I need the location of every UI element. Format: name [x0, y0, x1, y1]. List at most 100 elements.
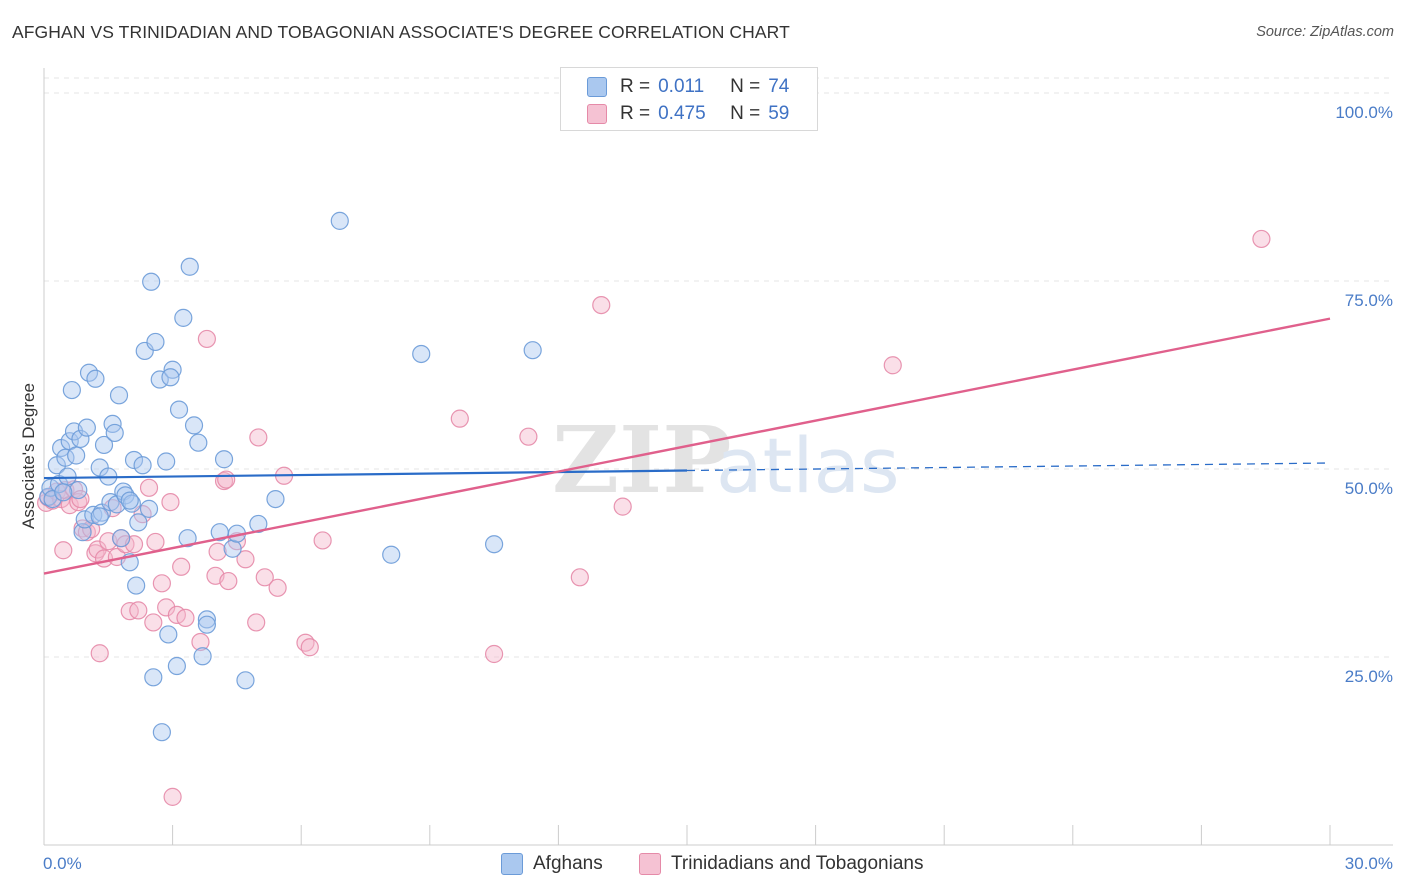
chart-title: AFGHAN VS TRINIDADIAN AND TOBAGONIAN ASS… [12, 22, 790, 42]
afghan-point [152, 723, 171, 742]
y-axis-label: Associate's Degree [19, 383, 38, 529]
afghan-point [139, 499, 159, 518]
trinidadian-point [191, 632, 210, 652]
trinidadian-point [613, 497, 632, 516]
trinidadian-point [313, 531, 332, 550]
afghan-point [105, 423, 124, 443]
trinidadian-point [129, 601, 148, 620]
afghans-swatch [587, 77, 607, 97]
trinidadian-point [172, 557, 191, 576]
afghan-point [197, 610, 216, 629]
afghan-point [90, 507, 109, 526]
watermark-atlas: atlas [716, 421, 900, 510]
trinidadian-point [146, 532, 165, 552]
trinidadian-point [300, 638, 319, 657]
x-tick-label-max: 30.0% [1345, 854, 1393, 873]
afghan-point [120, 491, 139, 510]
afghan-point [184, 416, 204, 435]
trinidadians-legend-label: Trinidadians and Tobagonians [671, 853, 924, 874]
trinidadian-point [268, 578, 287, 597]
afghan-point [159, 625, 178, 644]
afghan-point [523, 341, 542, 360]
axes [43, 68, 1393, 846]
afghan-point [62, 380, 81, 400]
afghan-point [163, 360, 182, 379]
afghans-legend-swatch [501, 853, 523, 875]
afghan-points [39, 211, 542, 742]
afghan-point [189, 433, 208, 452]
trinidadian-points [37, 229, 1271, 806]
y-tick-label: 50.0% [1345, 479, 1393, 498]
afghan-point [127, 576, 146, 595]
trinidadian-point [249, 428, 268, 447]
afghan-point [178, 529, 197, 548]
afghan-point [412, 344, 431, 364]
afghan-point [71, 429, 90, 449]
trinidadian-point [485, 644, 504, 664]
stats-legend: R = 0.011 N = 74 R = 0.475 N = 59 [560, 67, 818, 131]
afghan-point [129, 513, 148, 532]
afghan-point [56, 448, 75, 467]
afghan-point [485, 535, 504, 554]
legend-row-afghans: R = 0.011 N = 74 [587, 75, 789, 99]
bottom-legend-trinidadians: Trinidadians and Tobagonians [639, 851, 923, 877]
trend-lines [43, 317, 1331, 575]
trinidadian-point [450, 409, 469, 428]
x-axis-ticks [172, 825, 1331, 845]
legend-n-label: N = [730, 103, 761, 124]
legend-row-trinidadians: R = 0.475 N = 59 [587, 102, 789, 126]
afghan-point [236, 671, 255, 690]
trinidadian-point [247, 613, 266, 632]
trinidadian-point [163, 787, 182, 806]
legend-r-label: R = [620, 103, 651, 124]
afghan-point [161, 368, 180, 387]
afghan-point [86, 369, 105, 388]
grid-lines [44, 77, 1393, 658]
afghan-point [223, 539, 242, 558]
trinidadian-point [139, 478, 159, 497]
afghan-point [146, 332, 165, 352]
legend-n-value: 74 [768, 76, 790, 97]
afghan-point [67, 446, 86, 465]
afghan-point [133, 456, 152, 475]
trinidadian-point [54, 541, 73, 560]
legend-r-value: 0.475 [658, 103, 706, 124]
y-tick-label: 75.0% [1345, 291, 1393, 310]
trinidadian-point [144, 613, 163, 632]
trinidadian-point [197, 329, 216, 349]
bottom-legend-afghans: Afghans [501, 851, 603, 877]
afghan-point [169, 400, 189, 419]
trinidadian-point [176, 608, 195, 628]
afghan-point [142, 272, 161, 291]
afghan-point [214, 450, 234, 469]
trinidadian-point [236, 550, 255, 569]
afghan-point [157, 452, 176, 471]
source-label: Source: ZipAtlas.com [1256, 24, 1394, 40]
trinidadian-point [208, 542, 227, 561]
y-tick-label: 100.0% [1335, 103, 1393, 122]
trinidadians-legend-swatch [639, 853, 661, 875]
afghan-point [54, 483, 73, 502]
trinidadian-point [219, 571, 238, 591]
afghan-point [94, 435, 114, 455]
afghan-point [193, 647, 212, 666]
afghans-trend-line [43, 469, 688, 480]
legend-r-value: 0.011 [658, 76, 705, 97]
afghan-point [112, 529, 131, 548]
trinidadians-trend-line [43, 317, 1331, 575]
afghan-point [266, 489, 285, 509]
watermark: ZIP atlas [552, 406, 900, 514]
trinidadian-point [90, 644, 109, 663]
legend-n-label: N = [730, 76, 761, 97]
afghan-point [75, 510, 94, 529]
trinidadian-point [519, 427, 538, 446]
afghan-point [197, 615, 216, 634]
trinidadian-point [255, 568, 274, 587]
afghan-point [43, 489, 62, 509]
afghan-point [122, 494, 141, 513]
trinidadian-point [570, 568, 589, 587]
afghan-point [174, 308, 193, 327]
y-axis-tick-labels: 25.0% 50.0% 75.0% 100.0% [1335, 103, 1393, 686]
afghan-point [167, 656, 186, 676]
